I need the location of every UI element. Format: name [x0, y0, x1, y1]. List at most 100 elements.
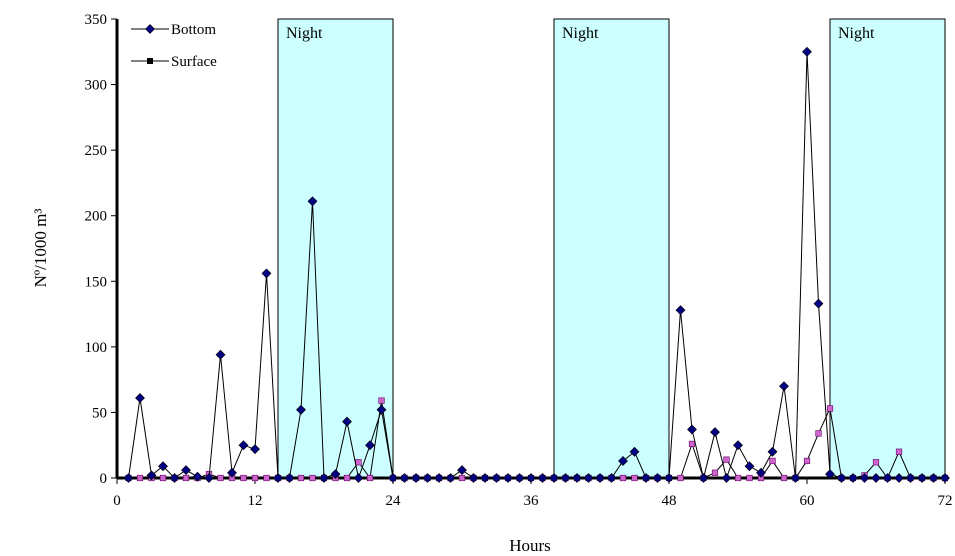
x-tick-label: 36: [524, 493, 540, 509]
bottom-point: [756, 467, 766, 478]
surface-point: [366, 474, 374, 482]
bottom-series: [123, 46, 950, 483]
bottom-point: [825, 469, 835, 479]
surface-point: [136, 474, 144, 482]
x-tick-label: 48: [662, 493, 677, 509]
bottom-point: [514, 473, 525, 483]
surface-point: [343, 474, 351, 482]
legend-label: Surface: [171, 54, 217, 70]
surface-point: [815, 430, 822, 437]
surface-point: [217, 474, 224, 482]
bottom-point: [733, 440, 743, 451]
bottom-point: [767, 446, 778, 457]
x-tick-label: 0: [113, 493, 121, 509]
surface-point: [631, 474, 638, 482]
bottom-point: [859, 473, 870, 483]
surface-point: [251, 474, 259, 482]
bottom-point: [928, 473, 939, 483]
bottom-point: [273, 473, 283, 483]
legend-marker-square: [147, 58, 153, 64]
y-tick-label: 50: [92, 405, 107, 421]
surface-point: [872, 459, 880, 466]
bottom-point: [411, 473, 421, 483]
bottom-point: [641, 473, 651, 483]
surface-point: [159, 474, 167, 482]
surface-point: [734, 474, 742, 482]
night-band: [277, 18, 394, 479]
surface-point: [826, 405, 834, 412]
bottom-point: [813, 298, 824, 309]
y-tick-label: 0: [100, 471, 108, 487]
bottom-point: [123, 473, 134, 483]
bottom-point: [480, 473, 490, 483]
x-tick-label: 12: [248, 493, 263, 509]
y-tick-label: 350: [85, 12, 108, 28]
bottom-point: [940, 473, 950, 483]
y-tick-label: 300: [85, 78, 108, 94]
x-tick-label: 60: [800, 493, 815, 509]
bottom-point: [802, 46, 812, 57]
bottom-point: [204, 473, 214, 483]
surface-point: [378, 397, 385, 404]
bottom-point: [146, 470, 157, 481]
bottom-point: [399, 473, 410, 483]
bottom-point: [238, 440, 249, 451]
surface-point: [677, 474, 684, 482]
bottom-point: [169, 473, 180, 483]
bottom-point: [583, 473, 594, 483]
surface-point: [355, 459, 362, 466]
bottom-line: [128, 51, 945, 480]
bottom-point: [710, 427, 720, 438]
y-tick-label: 250: [85, 143, 108, 159]
bottom-point: [353, 473, 364, 483]
bottom-point: [836, 473, 847, 483]
night-band: [553, 18, 670, 479]
bottom-point: [779, 381, 789, 392]
surface-point: [723, 456, 730, 463]
surface-point: [619, 474, 627, 482]
bottom-point: [744, 461, 755, 472]
bottom-point: [721, 473, 732, 483]
bottom-point: [284, 473, 295, 483]
bottom-point: [572, 473, 582, 483]
surface-point: [803, 457, 811, 465]
bottom-point: [342, 416, 352, 427]
bottom-point: [215, 349, 226, 360]
bottom-point: [652, 473, 663, 483]
bottom-point: [675, 305, 686, 316]
surface-line: [128, 400, 945, 480]
bottom-point: [330, 469, 341, 479]
bottom-point: [560, 473, 571, 483]
bottom-point: [376, 404, 387, 415]
bottom-point: [526, 473, 536, 483]
x-axis-title: Hours: [509, 536, 551, 555]
night-label: Night: [286, 25, 323, 42]
bottom-point: [503, 473, 513, 483]
surface-point: [458, 474, 466, 482]
legend: Bottom Surface: [131, 22, 217, 70]
bottom-point: [250, 444, 260, 455]
bottom-point: [698, 473, 709, 483]
bottom-point: [365, 440, 375, 451]
surface-point: [182, 474, 190, 482]
bottom-point: [434, 473, 444, 483]
bottom-point: [181, 465, 191, 476]
bottom-point: [664, 473, 674, 483]
y-tick-label: 200: [85, 209, 108, 225]
surface-point: [780, 474, 788, 482]
y-tick-label: 150: [85, 274, 108, 290]
bottom-point: [422, 473, 433, 483]
surface-point: [263, 474, 270, 482]
bottom-point: [871, 473, 881, 483]
bottom-point: [307, 196, 318, 207]
surface-point: [688, 440, 696, 448]
legend-label: Bottom: [171, 22, 216, 38]
bottom-point: [629, 446, 640, 457]
bottom-point: [606, 473, 617, 483]
night-label: Night: [562, 25, 599, 42]
bottom-point: [261, 268, 272, 279]
bottom-point: [227, 467, 237, 478]
surface-point: [711, 469, 719, 476]
bottom-point: [687, 424, 697, 435]
